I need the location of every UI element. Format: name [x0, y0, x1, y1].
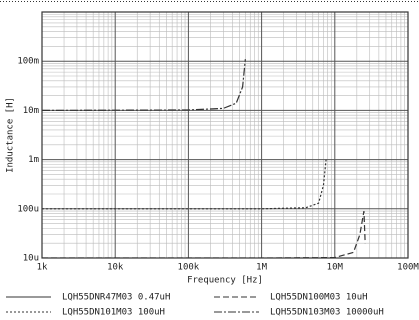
- series-line: [42, 159, 327, 210]
- legend-label: LQH55DNR47M03 0.47uH: [62, 293, 170, 303]
- series-line: [42, 59, 246, 111]
- y-tick-label: 100u: [17, 204, 39, 214]
- grid: [41, 12, 409, 259]
- legend-label: LQH55DN101M03 100uH: [62, 308, 165, 318]
- x-tick-label: 1k: [37, 263, 48, 273]
- lines: [42, 59, 366, 258]
- legend-label: LQH55DN103M03 10000uH: [270, 308, 384, 318]
- legend-label: LQH55DN100M03 10uH: [270, 293, 368, 303]
- y-axis-title: Inductance [H]: [6, 97, 16, 173]
- y-tick-label: 10m: [23, 106, 39, 116]
- x-tick-label: 100M: [397, 263, 419, 273]
- y-tick-label: 1m: [28, 155, 39, 165]
- plot-frame: [41, 11, 409, 259]
- x-tick-label: 1M: [256, 263, 267, 273]
- x-tick-label: 10M: [327, 263, 344, 273]
- x-tick-label: 10k: [107, 263, 124, 273]
- y-tick-label: 100m: [17, 57, 39, 67]
- y-tick-label: 10u: [23, 254, 39, 264]
- series-line: [42, 210, 366, 258]
- x-axis-title: Frequency [Hz]: [187, 276, 263, 286]
- x-tick-label: 100k: [178, 263, 200, 273]
